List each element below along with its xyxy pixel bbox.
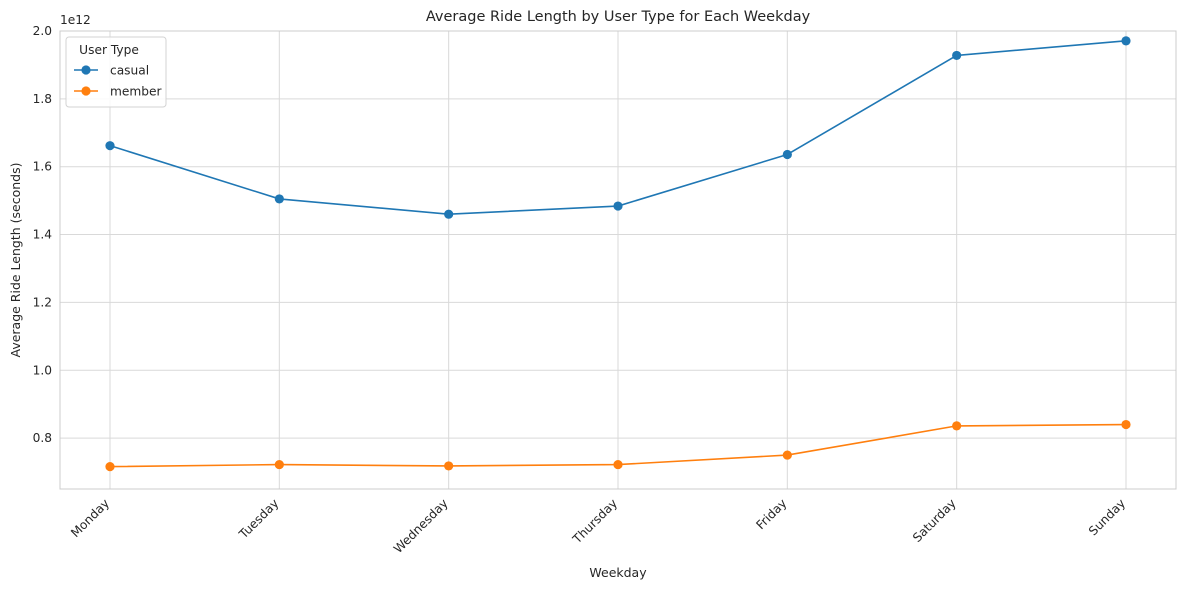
x-tick-label: Sunday (1086, 496, 1128, 538)
data-point (782, 149, 792, 160)
legend-marker (81, 65, 91, 75)
y-tick-label: 1.2 (33, 295, 52, 309)
x-tick-label: Friday (753, 496, 789, 532)
data-point (1121, 36, 1131, 46)
data-point (274, 459, 284, 470)
y-tick-label: 0.8 (33, 431, 52, 445)
tick-labels: 0.8 1.0 1.2 1.4 1.6 1.8 2.0 Monday Tuesday Wednes… (33, 24, 1129, 556)
plot-frame (59, 30, 1177, 490)
legend-item-member: member (74, 85, 162, 99)
data-point (444, 209, 454, 219)
legend-title: User Type (79, 43, 139, 57)
data-point (105, 141, 115, 151)
legend-label: member (110, 85, 162, 99)
legend: User Type casual member (65, 36, 167, 108)
x-tick-label: Tuesday (236, 496, 282, 542)
y-tick-label: 1.8 (33, 92, 52, 106)
y-tick-label: 1.6 (33, 160, 52, 174)
y-axis-offset-label: 1e12 (60, 13, 91, 27)
series-member (105, 419, 1131, 472)
data-point (1121, 419, 1131, 430)
x-tick-label: Saturday (910, 496, 959, 545)
y-tick-label: 1.4 (33, 228, 53, 242)
data-point (613, 459, 623, 470)
data-point (613, 201, 623, 211)
legend-marker (81, 86, 91, 96)
y-axis-label: Average Ride Length (seconds) (8, 163, 23, 358)
data-point (105, 462, 115, 472)
legend-item-casual: casual (74, 64, 149, 78)
data-point (952, 421, 962, 431)
y-tick-label: 1.0 (33, 363, 52, 377)
series-layer (105, 36, 1131, 472)
data-point (274, 194, 284, 204)
data-point (952, 50, 962, 61)
y-tick-label: 2.0 (33, 24, 52, 38)
x-tick-label: Wednesday (391, 496, 451, 556)
legend-items: casual member (74, 64, 162, 99)
data-point (782, 450, 792, 460)
series-casual (105, 36, 1131, 219)
legend-label: casual (110, 64, 149, 78)
grid (60, 30, 1176, 489)
chart-title: Average Ride Length by User Type for Eac… (426, 9, 811, 25)
x-tick-label: Thursday (569, 496, 620, 547)
data-point (444, 461, 454, 471)
legend-box (65, 36, 167, 108)
x-tick-label: Monday (68, 496, 112, 540)
x-axis-label: Weekday (589, 565, 647, 580)
